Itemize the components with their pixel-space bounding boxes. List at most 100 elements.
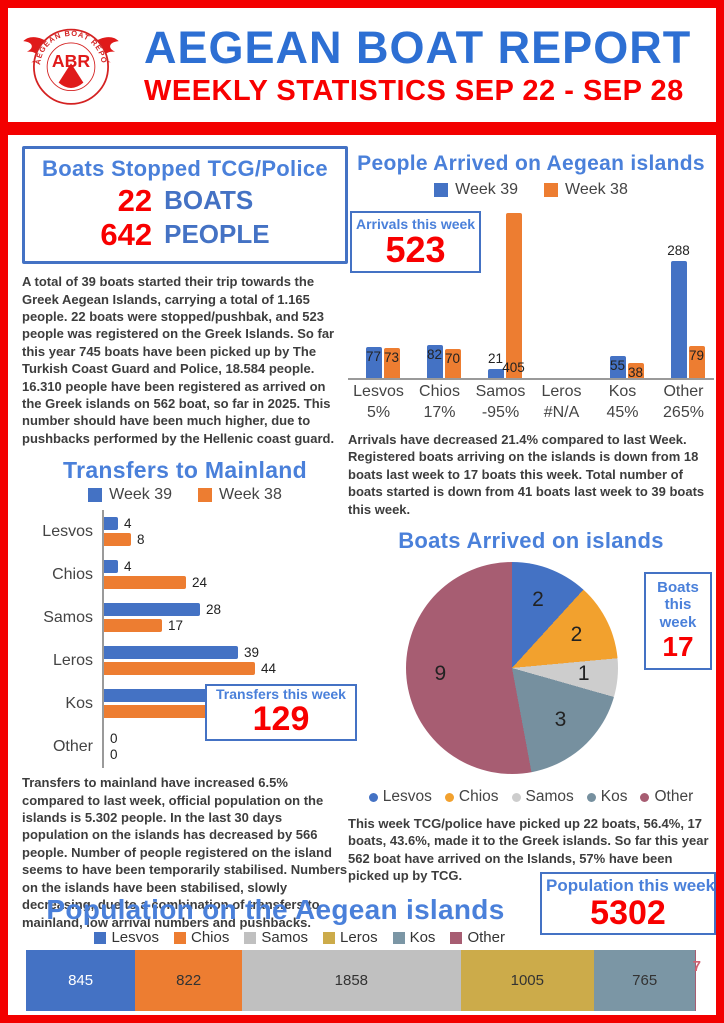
bar-line: 4 — [104, 515, 348, 531]
pie-legend-item-other: Other — [640, 788, 693, 806]
bar-week39-leros — [104, 645, 238, 659]
population-legend-label: Other — [467, 929, 505, 946]
population-legend-label: Leros — [340, 929, 378, 946]
bars-area: 28 17 — [102, 596, 348, 640]
percent-label: 17% — [423, 404, 456, 421]
bar-value-label: 55 — [609, 358, 626, 373]
population-legend-item-other: Other — [450, 929, 505, 946]
pie-legend-label: Chios — [458, 788, 499, 806]
pie-slice-label-other: 9 — [434, 661, 447, 685]
category-label: Other — [52, 737, 93, 755]
category-label: Leros — [541, 383, 582, 400]
arrivals-callout-box: Arrivals this week 523 — [350, 211, 482, 273]
transfers-callout-label: Transfers this week — [216, 686, 346, 702]
population-callout-box: Population this week 5302 — [540, 872, 716, 935]
transfers-row-lesvos: Lesvos 4 8 — [22, 510, 348, 554]
bar-value-label: 288 — [667, 243, 690, 258]
header: AEGEAN BOAT REPORT ABR AEGEAN BOAT REPOR… — [8, 8, 716, 122]
bar-week38-kos — [627, 363, 644, 378]
leros-swatch-icon — [323, 931, 336, 944]
boats-callout-value: 17 — [662, 630, 694, 662]
bar-value-label: 28 — [206, 601, 222, 617]
bar-line: 44 — [104, 660, 348, 676]
bar-value-label: 4 — [124, 515, 132, 531]
header-divider — [8, 122, 716, 135]
bar-value-label: 0 — [110, 730, 118, 746]
kos-swatch-icon — [392, 931, 405, 944]
percent-label: 45% — [606, 404, 639, 421]
bar-line: 0 — [104, 730, 348, 746]
population-segment-other — [695, 950, 696, 1011]
percent-label: #N/A — [543, 404, 580, 421]
legend-item-week38: Week 38 — [544, 181, 628, 199]
population-segment-lesvos: 845 — [26, 950, 136, 1011]
arrivals-bar-chart: Arrivals this week 523 77 82 21 55 288 73 70 40… — [348, 203, 714, 380]
boats-paragraph: This week TCG/police have picked up 22 b… — [348, 816, 709, 884]
arrivals-legend: Week 39 Week 38 — [348, 181, 714, 199]
legend-week39-label: Week 39 — [455, 181, 518, 198]
bar-value-label: 8 — [137, 531, 145, 547]
category-label: Samos — [43, 608, 93, 626]
chios-swatch-icon — [174, 931, 186, 944]
population-section: Population this week 5302 Population on … — [16, 858, 716, 1015]
category-label: Kos — [65, 694, 93, 712]
bar-value-label: 38 — [627, 365, 644, 380]
legend-week38-label: Week 38 — [565, 181, 628, 198]
population-legend-label: Kos — [409, 929, 436, 946]
population-stacked-bar: 845 822 1858 1005 765 7 — [26, 950, 701, 1011]
pie-legend-item-samos: Samos — [511, 788, 574, 806]
pie-legend-label: Other — [654, 788, 694, 806]
population-segment-leros: 1005 — [460, 950, 595, 1011]
population-legend-label: Chios — [191, 929, 230, 946]
bar-value-label: 44 — [261, 660, 277, 676]
transfers-chart-title: Transfers to Mainland — [62, 457, 307, 484]
percent-label: 5% — [366, 404, 391, 421]
population-legend-item-chios: Chios — [174, 929, 229, 946]
transfers-callout-value: 129 — [252, 700, 310, 738]
bar-value-label: 82 — [426, 347, 443, 362]
bar-line: 28 — [104, 601, 348, 617]
bar-line: 0 — [104, 746, 348, 762]
boats-stopped-title: Boats Stopped TCG/Police — [42, 156, 328, 181]
population-segment-kos: 765 — [594, 950, 696, 1011]
pie-legend: Lesvos Chios Samos Kos Other — [348, 788, 714, 806]
pie-legend-label: Samos — [525, 788, 574, 806]
bar-week38-leros — [104, 661, 255, 675]
bar-value-label: 17 — [168, 617, 184, 633]
week39-swatch-icon — [88, 488, 103, 503]
percent-label: 265% — [663, 404, 704, 421]
bar-week38-chios — [104, 575, 186, 589]
arrivals-category-labels: Lesvos Chios Samos Leros Kos Other — [348, 383, 714, 401]
pie-legend-item-chios: Chios — [444, 788, 499, 806]
bar-value-label: 0 — [110, 746, 118, 762]
category-label: Chios — [52, 565, 93, 583]
bar-value-label: 73 — [383, 350, 400, 365]
bar-value-label: 70 — [444, 351, 461, 366]
bar-week39-kos — [609, 356, 626, 378]
pie-circle — [406, 562, 618, 775]
category-label: Lesvos — [353, 383, 404, 400]
category-label: Chios — [419, 383, 460, 400]
intro-paragraph: A total of 39 boats started their trip t… — [22, 274, 335, 446]
bar-week38-samos — [505, 213, 522, 378]
pie-chart-title: Boats Arrived on islands — [398, 528, 664, 554]
transfers-row-other: Other 0 0 — [22, 725, 348, 769]
kos-swatch-icon — [586, 792, 596, 802]
eagle-tail-icon — [65, 78, 77, 88]
pie-legend-item-kos: Kos — [586, 788, 627, 806]
week38-swatch-icon — [544, 183, 558, 197]
bar-line: 4 — [104, 558, 348, 574]
left-column: Boats Stopped TCG/Police 22 BOATS 642 PE… — [22, 140, 357, 931]
page-subtitle: WEEKLY STATISTICS SEP 22 - SEP 28 — [144, 75, 684, 108]
page-title: AEGEAN BOAT REPORT — [144, 22, 692, 73]
bar-line: 24 — [104, 574, 348, 590]
eagle-body-icon — [58, 63, 84, 88]
other-swatch-icon — [640, 792, 650, 802]
percent-label: -95% — [481, 404, 520, 421]
bar-week39-chios — [104, 559, 118, 573]
chios-swatch-icon — [444, 792, 454, 802]
week38-swatch-icon — [198, 488, 212, 503]
bar-value-label: 77 — [365, 349, 382, 364]
